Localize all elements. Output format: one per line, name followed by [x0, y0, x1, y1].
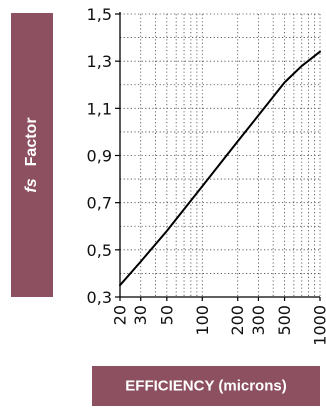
x-axis-title: EFFICIENCY (microns)	[125, 377, 287, 395]
y-tick-label: 1,3	[87, 52, 112, 71]
x-tick-label: 30	[131, 305, 150, 325]
x-tick-label: 50	[157, 305, 176, 325]
y-tick-label: 1,1	[87, 99, 112, 118]
x-axis-label-panel	[92, 366, 320, 406]
y-tick-label: 1,5	[87, 5, 112, 24]
y-axis-label-panel	[11, 13, 53, 297]
x-tick-label: 20	[111, 305, 130, 325]
x-tick-label: 1000	[311, 305, 326, 346]
x-tick-label: 200	[228, 305, 247, 336]
x-tick-label: 100	[193, 305, 212, 336]
series-line	[119, 50, 321, 287]
x-tick-label: 300	[249, 305, 268, 336]
y-tick-label: 0,3	[87, 288, 112, 307]
y-tick-label: 0,7	[87, 194, 112, 213]
y-tick-label: 0,5	[87, 241, 112, 260]
x-tick-label: 500	[275, 305, 294, 336]
y-tick-label: 0,9	[87, 147, 112, 166]
